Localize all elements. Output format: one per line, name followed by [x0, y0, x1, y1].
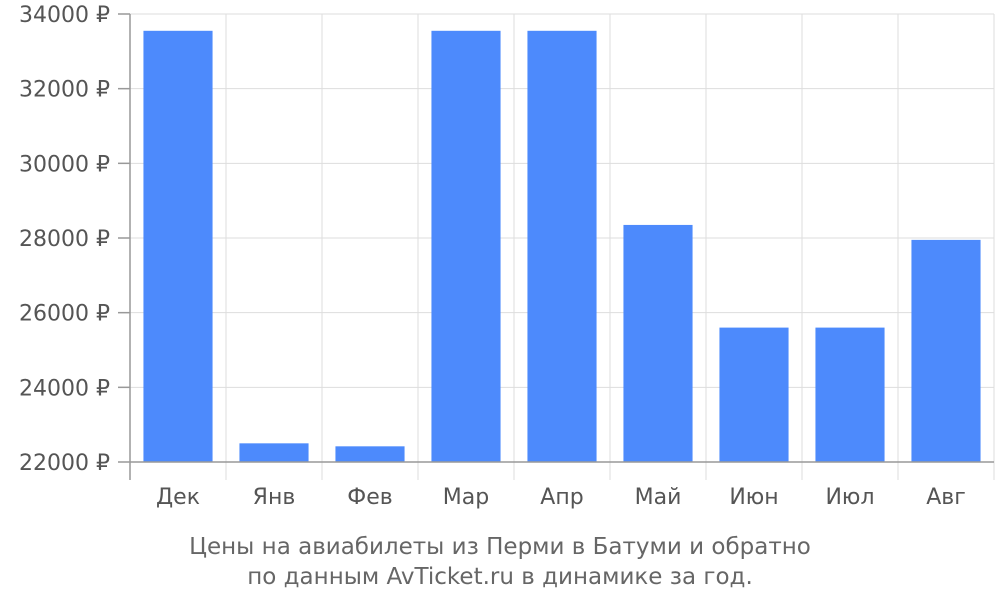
y-tick-label: 28000 ₽ [19, 227, 110, 252]
x-tick-label: Фев [347, 485, 392, 510]
bars [143, 30, 981, 463]
x-tick-label: Июл [825, 485, 874, 510]
bar-Авг [911, 239, 981, 462]
x-tick-label: Май [635, 485, 682, 510]
x-tick-label: Июн [729, 485, 778, 510]
bar-Апр [527, 30, 597, 463]
bar-Июл [815, 327, 885, 462]
y-tick-label: 24000 ₽ [19, 376, 110, 401]
x-tick-label: Янв [253, 485, 296, 510]
bar-Дек [143, 30, 213, 463]
x-tick-label: Апр [540, 485, 583, 510]
bar-Мар [431, 30, 501, 463]
y-tick-label: 34000 ₽ [19, 3, 110, 28]
y-tick-label: 32000 ₽ [19, 78, 110, 103]
x-tick-label: Авг [926, 485, 966, 510]
y-axis-labels: 22000 ₽ 24000 ₽ 26000 ₽ 28000 ₽ 30000 ₽ 32000… [19, 3, 110, 476]
x-axis-labels: Дек Янв Фев Мар Апр Май Июн Июл Авг [156, 485, 966, 510]
chart-caption-line-1: Цены на авиабилеты из Перми в Батуми и о… [189, 534, 811, 560]
bar-Фев [335, 446, 405, 462]
y-tick-label: 22000 ₽ [19, 451, 110, 476]
y-tick-label: 26000 ₽ [19, 302, 110, 327]
bar-Май [623, 224, 693, 462]
x-tick-label: Дек [156, 485, 200, 510]
bar-chart: 22000 ₽ 24000 ₽ 26000 ₽ 28000 ₽ 30000 ₽ 32000… [19, 3, 995, 510]
bar-Июн [719, 327, 789, 462]
chart-caption-line-2: по данным AvTicket.ru в динамике за год. [247, 564, 753, 590]
bar-Янв [239, 443, 309, 462]
axes [118, 13, 994, 480]
x-tick-label: Мар [443, 485, 489, 510]
y-tick-label: 30000 ₽ [19, 152, 110, 177]
